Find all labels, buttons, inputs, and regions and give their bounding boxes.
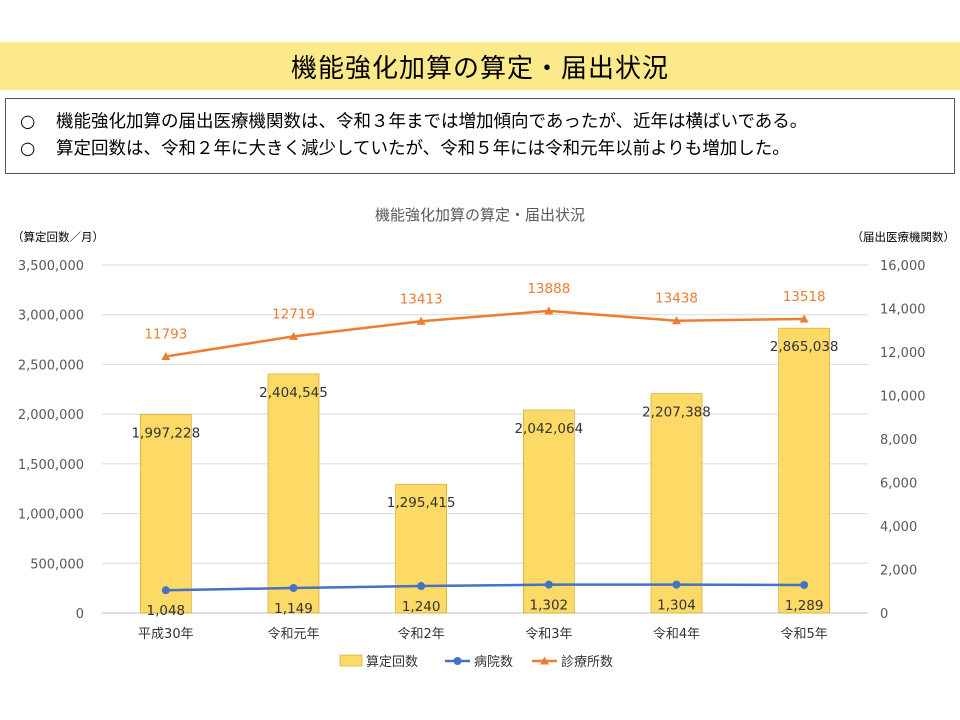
legend-swatch-santei: [339, 654, 363, 667]
left-tick-label: 1,000,000: [18, 508, 84, 523]
right-tick-label: 8,000: [880, 433, 917, 448]
hospital-point: [800, 580, 809, 589]
hospital-point: [544, 580, 553, 589]
right-tick-label: 12,000: [880, 346, 926, 361]
clinic-point: [416, 316, 426, 325]
chart-area: 機能強化加算の算定・届出状況 （算定回数／月） （届出医療機関数） 0 500,000 1…: [0, 195, 960, 695]
clinic-data-label: 13438: [655, 291, 698, 307]
category-label: 令和5年: [781, 627, 828, 642]
legend-label-santei: 算定回数: [366, 655, 418, 670]
category-label: 令和4年: [653, 627, 700, 642]
left-tick-label: 2,000,000: [18, 408, 84, 423]
bar-data-label: 2,207,388: [642, 405, 711, 421]
clinic-point: [544, 306, 554, 315]
bar-data-label: 1,997,228: [131, 425, 200, 441]
right-tick-label: 10,000: [880, 390, 926, 405]
bar-santei: [522, 409, 575, 614]
category-label: 平成30年: [138, 627, 194, 642]
clinic-data-label: 13888: [527, 281, 570, 297]
combo-chart: 機能強化加算の算定・届出状況 （算定回数／月） （届出医療機関数） 0 500,000 1…: [12, 206, 956, 670]
left-tick-label: 0: [76, 607, 84, 622]
bar-santei: [650, 393, 703, 614]
clinic-point: [289, 331, 298, 340]
right-tick-label: 0: [880, 607, 888, 622]
left-tick-label: 1,500,000: [18, 458, 84, 473]
hospital-point: [417, 582, 426, 591]
bar-data-label: 2,404,545: [259, 385, 328, 401]
bar-santei: [140, 414, 192, 614]
clinic-point: [799, 314, 809, 323]
right-tick-label: 14,000: [880, 303, 926, 318]
left-tick-label: 3,500,000: [18, 259, 84, 274]
bullet-circle-icon: ○: [20, 112, 36, 132]
bar-santei: [267, 373, 320, 614]
summary-text: 算定回数は、令和２年に大きく減少していたが、令和５年には令和元年以前よりも増加し…: [56, 139, 790, 159]
series-line: [165, 309, 805, 358]
title-banner: 機能強化加算の算定・届出状況: [0, 42, 960, 90]
hospital-data-label: 1,302: [530, 598, 569, 614]
legend-label-clinic: 診療所数: [561, 654, 613, 670]
hospital-point: [289, 584, 298, 593]
summary-line: ○ 算定回数は、令和２年に大きく減少していたが、令和５年には令和元年以前よりも増…: [20, 136, 954, 163]
legend-marker-hospital: [453, 657, 462, 665]
series-line: [165, 583, 805, 592]
bar-data-label: 1,295,415: [387, 495, 456, 511]
page-title: 機能強化加算の算定・届出状況: [290, 53, 669, 84]
summary-box: ○ 機能強化加算の届出医療機関数は、令和３年までは増加傾向であったが、近年は横ば…: [5, 98, 955, 174]
right-tick-label: 2,000: [880, 564, 917, 579]
hospital-data-label: 1,289: [785, 598, 824, 614]
left-axis-title: （算定回数／月）: [12, 230, 104, 244]
category-label: 令和3年: [525, 627, 572, 642]
right-tick-label: 6,000: [880, 477, 917, 492]
right-axis-title: （届出医療機関数）: [852, 230, 956, 244]
hospital-data-label: 1,149: [274, 601, 313, 617]
left-tick-label: 500,000: [30, 557, 84, 572]
bar-data-label: 2,042,064: [514, 421, 583, 437]
clinic-data-label: 13518: [783, 289, 826, 305]
category-label: 令和2年: [398, 627, 445, 642]
chart-title: 機能強化加算の算定・届出状況: [375, 206, 585, 224]
bar-data-label: 2,865,038: [770, 339, 839, 355]
bullet-circle-icon: ○: [20, 139, 36, 159]
clinic-data-label: 12719: [272, 306, 315, 322]
hospital-point: [161, 586, 170, 595]
right-tick-label: 4,000: [880, 520, 917, 535]
bar-santei: [778, 327, 831, 614]
hospital-data-label: 1,240: [402, 599, 441, 615]
left-tick-label: 2,500,000: [18, 358, 84, 373]
clinic-data-label: 11793: [144, 327, 187, 343]
summary-line: ○ 機能強化加算の届出医療機関数は、令和３年までは増加傾向であったが、近年は横ば…: [20, 109, 954, 136]
category-label: 令和元年: [267, 627, 319, 642]
clinic-point: [161, 352, 171, 361]
legend-label-hospital: 病院数: [474, 655, 513, 670]
right-tick-label: 16,000: [880, 259, 926, 274]
hospital-data-label: 1,304: [657, 598, 696, 614]
clinic-point: [672, 316, 681, 325]
bar-santei: [395, 483, 447, 614]
clinic-data-label: 13413: [400, 291, 443, 307]
hospital-point: [672, 580, 681, 589]
left-tick-label: 3,000,000: [18, 309, 84, 324]
hospital-data-label: 1,048: [147, 603, 186, 619]
legend-marker-clinic: [540, 656, 549, 665]
summary-text: 機能強化加算の届出医療機関数は、令和３年までは増加傾向であったが、近年は横ばいで…: [56, 112, 808, 132]
